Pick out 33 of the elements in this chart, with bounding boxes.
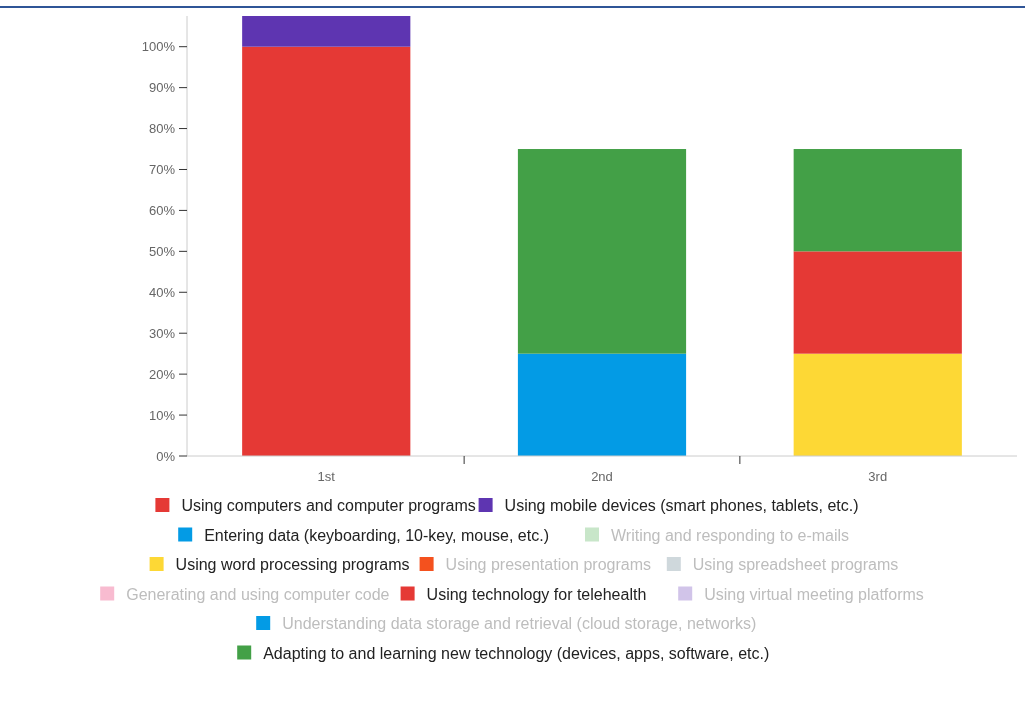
legend-label: Writing and responding to e-mails <box>611 526 850 544</box>
bar <box>517 149 687 354</box>
bar <box>793 149 962 252</box>
y-tick-label: 70% <box>148 161 176 177</box>
legend-label: Adapting to and learning new technology (devices, apps, software, etc.) <box>263 644 770 662</box>
legend-label: Understanding data storage and retrieval (cloud storage, networks) <box>282 615 757 632</box>
bar <box>517 353 687 456</box>
x-tick-label: 2nd <box>591 469 613 484</box>
y-tick-label: 60% <box>148 202 176 218</box>
y-tick-label: 50% <box>148 243 176 259</box>
y-tick-label: 90% <box>148 80 176 96</box>
y-tick-label: 80% <box>148 121 176 137</box>
x-tick-label: 3rd <box>868 469 888 484</box>
y-tick-label: 30% <box>148 325 176 341</box>
y-tick-label: 20% <box>148 366 176 382</box>
y-tick-label: 0% <box>156 448 176 464</box>
legend-label: Generating and using computer code <box>126 585 390 603</box>
bar <box>793 251 962 354</box>
legend-label: Using word processing programs <box>175 556 410 573</box>
legend-label: Using spreadsheet programs <box>692 556 899 573</box>
bar <box>242 46 411 456</box>
legend-label: Using mobile devices (smart phones, tablets, etc.) <box>504 497 859 514</box>
legend-label: Using presentation programs <box>445 556 652 573</box>
legend-label: Using virtual meeting platforms <box>704 585 924 603</box>
y-tick-label: 10% <box>148 407 176 423</box>
y-tick-label: 100% <box>141 39 176 55</box>
legend-label: Using technology for telehealth <box>426 585 647 603</box>
x-tick-label: 1st <box>317 469 336 484</box>
y-tick-label: 40% <box>148 284 176 300</box>
bar <box>242 16 411 47</box>
legend-label: Entering data (keyboarding, 10-key, mouse, etc.) <box>204 526 549 544</box>
bar <box>793 353 962 456</box>
legend-label: Using computers and computer programs <box>181 497 476 514</box>
